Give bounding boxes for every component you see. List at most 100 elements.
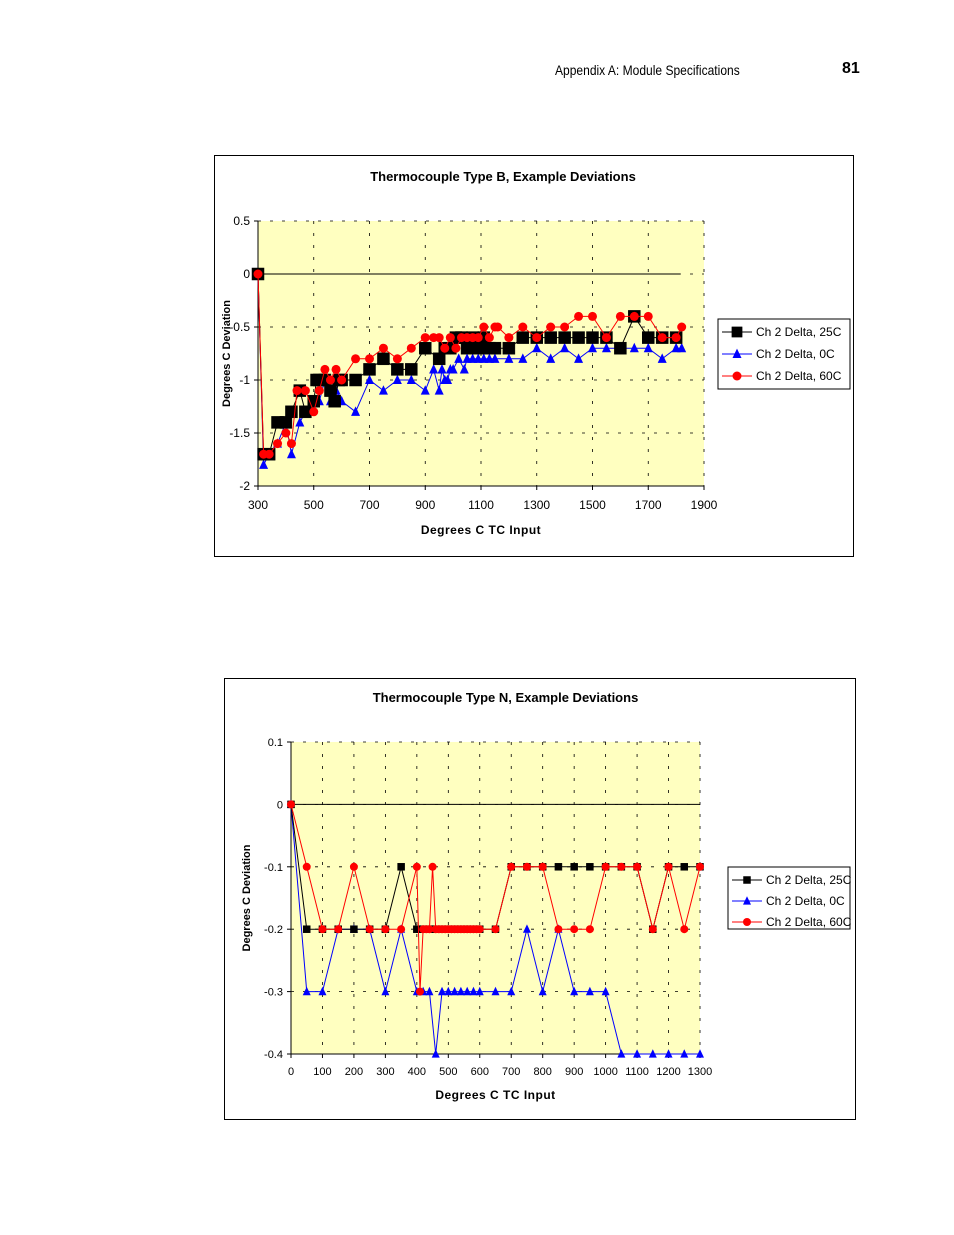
chart1-data-point [334,925,343,934]
chart1-data-point [585,986,594,996]
chart0-data-point [405,363,418,376]
chart0-data-point [420,333,430,343]
chart0-data-point [328,394,341,408]
page-header-section: Appendix A: Module Specifications [555,62,740,78]
chart1-data-point [680,925,689,934]
chart0-data-point [292,386,302,396]
chart0-data-point [259,459,269,469]
chart1-data-point [415,987,424,996]
chart1-data-point [648,925,657,934]
chart0-data-point [502,341,516,355]
chart0-legend-marker [732,348,742,359]
chart0-data-point [588,342,597,353]
chart0-data-point [677,322,687,332]
chart0-data-point [532,333,542,343]
chart1-data-point [633,862,642,871]
chart1-data-point [302,862,311,871]
chart0-xtick-label: 500 [304,498,324,512]
chart0-data-point [365,354,374,364]
chart0-data-point [378,385,388,395]
chart0-data-point [443,374,453,385]
chart1-data-point [350,925,358,933]
chart0-data-point [264,449,274,459]
chart0-data-point [351,406,361,416]
chart1-ytick-label: 0.1 [268,737,283,749]
chart0-legend-label: Ch 2 Delta, 0C [756,347,835,361]
chart1-data-point [475,925,484,934]
chart1-data-point [554,863,563,871]
chart0-ytick-label: -1 [239,373,250,387]
chart0-data-point [451,343,461,353]
chart1-xtick-label: 900 [565,1066,583,1078]
chart1-legend-label: Ch 2 Delta, 60C [766,915,852,929]
chart1-data-point [648,1049,657,1058]
chart1-xtick-label: 1100 [625,1066,649,1078]
chart0-data-point [558,331,571,344]
chart1-xtick-label: 400 [408,1066,426,1078]
chart0-data-point [532,342,542,353]
chart1-data-point [664,862,673,871]
chart0-data-point [560,322,570,332]
chart1-xtick-label: 500 [439,1066,457,1078]
chart0-data-point [437,364,447,374]
chart0-data-point [320,364,330,374]
chart0-data-point [560,342,570,353]
chart-type-n-svg: Thermocouple Type N, Example Deviations 0… [241,690,852,1102]
chart1-xtick-label: 600 [471,1066,489,1078]
chart1-legend-marker [743,896,751,905]
chart1-xtick-label: 1200 [656,1066,680,1078]
chart0-data-point [295,417,305,427]
chart0-data-point [378,343,388,353]
chart0-data-point [546,353,556,363]
chart0-data-point [601,342,611,353]
chart1-xtick-label: 800 [534,1066,552,1078]
chart0-xtick-label: 1500 [579,498,606,512]
chart1-data-point [397,925,406,934]
chart0-legend-label: Ch 2 Delta, 60C [756,369,842,383]
chart0-data-point [309,407,319,417]
chart0-data-point [657,333,667,343]
chart0-data-point [642,331,655,344]
chart1-data-point [570,863,578,871]
chart0-xtick-label: 1100 [468,498,494,512]
chart1-data-point [438,986,447,996]
chart0-data-point [434,333,444,343]
chart1-data-point [601,862,610,871]
chart1-xtick-label: 1300 [688,1066,712,1078]
chart1-data-point [554,925,563,934]
chart0-legend-marker [732,371,742,381]
chart1-xtick-label: 100 [313,1066,331,1078]
chart0-data-point [493,322,503,332]
chart0-ytick-label: -0.5 [229,320,250,334]
page-number: 81 [842,60,860,77]
chart0-data-point [392,354,402,364]
chart0-data-point [671,333,681,343]
chart1-plot-area [291,742,700,1054]
chart0-data-point [586,331,599,344]
chart0-data-point [286,448,296,459]
chart1-ytick-label: 0 [277,799,283,811]
chart0-data-point [488,341,502,355]
chart0-data-point [448,364,458,374]
chart1-title: Thermocouple Type N, Example Deviations [373,690,639,705]
chart0-data-point [279,416,293,429]
chart1-data-point [287,800,295,809]
chart1-data-point [586,863,594,871]
chart0-xtick-label: 700 [359,498,379,512]
chart0-data-point [454,353,464,363]
chart0-data-point [601,333,611,343]
chart1-data-point [425,986,434,996]
chart1-data-point [381,925,390,934]
chart0-data-point [273,439,283,449]
chart0-data-point [432,352,446,366]
chart0-data-point [643,311,653,321]
chart0-xtick-label: 300 [248,498,268,512]
chart0-data-point [337,375,347,385]
chart0-data-point [440,343,450,353]
chart1-data-point [428,862,437,871]
chart1-data-point [491,925,500,934]
chart0-data-point [419,341,432,355]
chart0-data-point [459,364,469,374]
chart0-data-point [286,439,296,449]
chart1-data-point [696,1049,704,1058]
